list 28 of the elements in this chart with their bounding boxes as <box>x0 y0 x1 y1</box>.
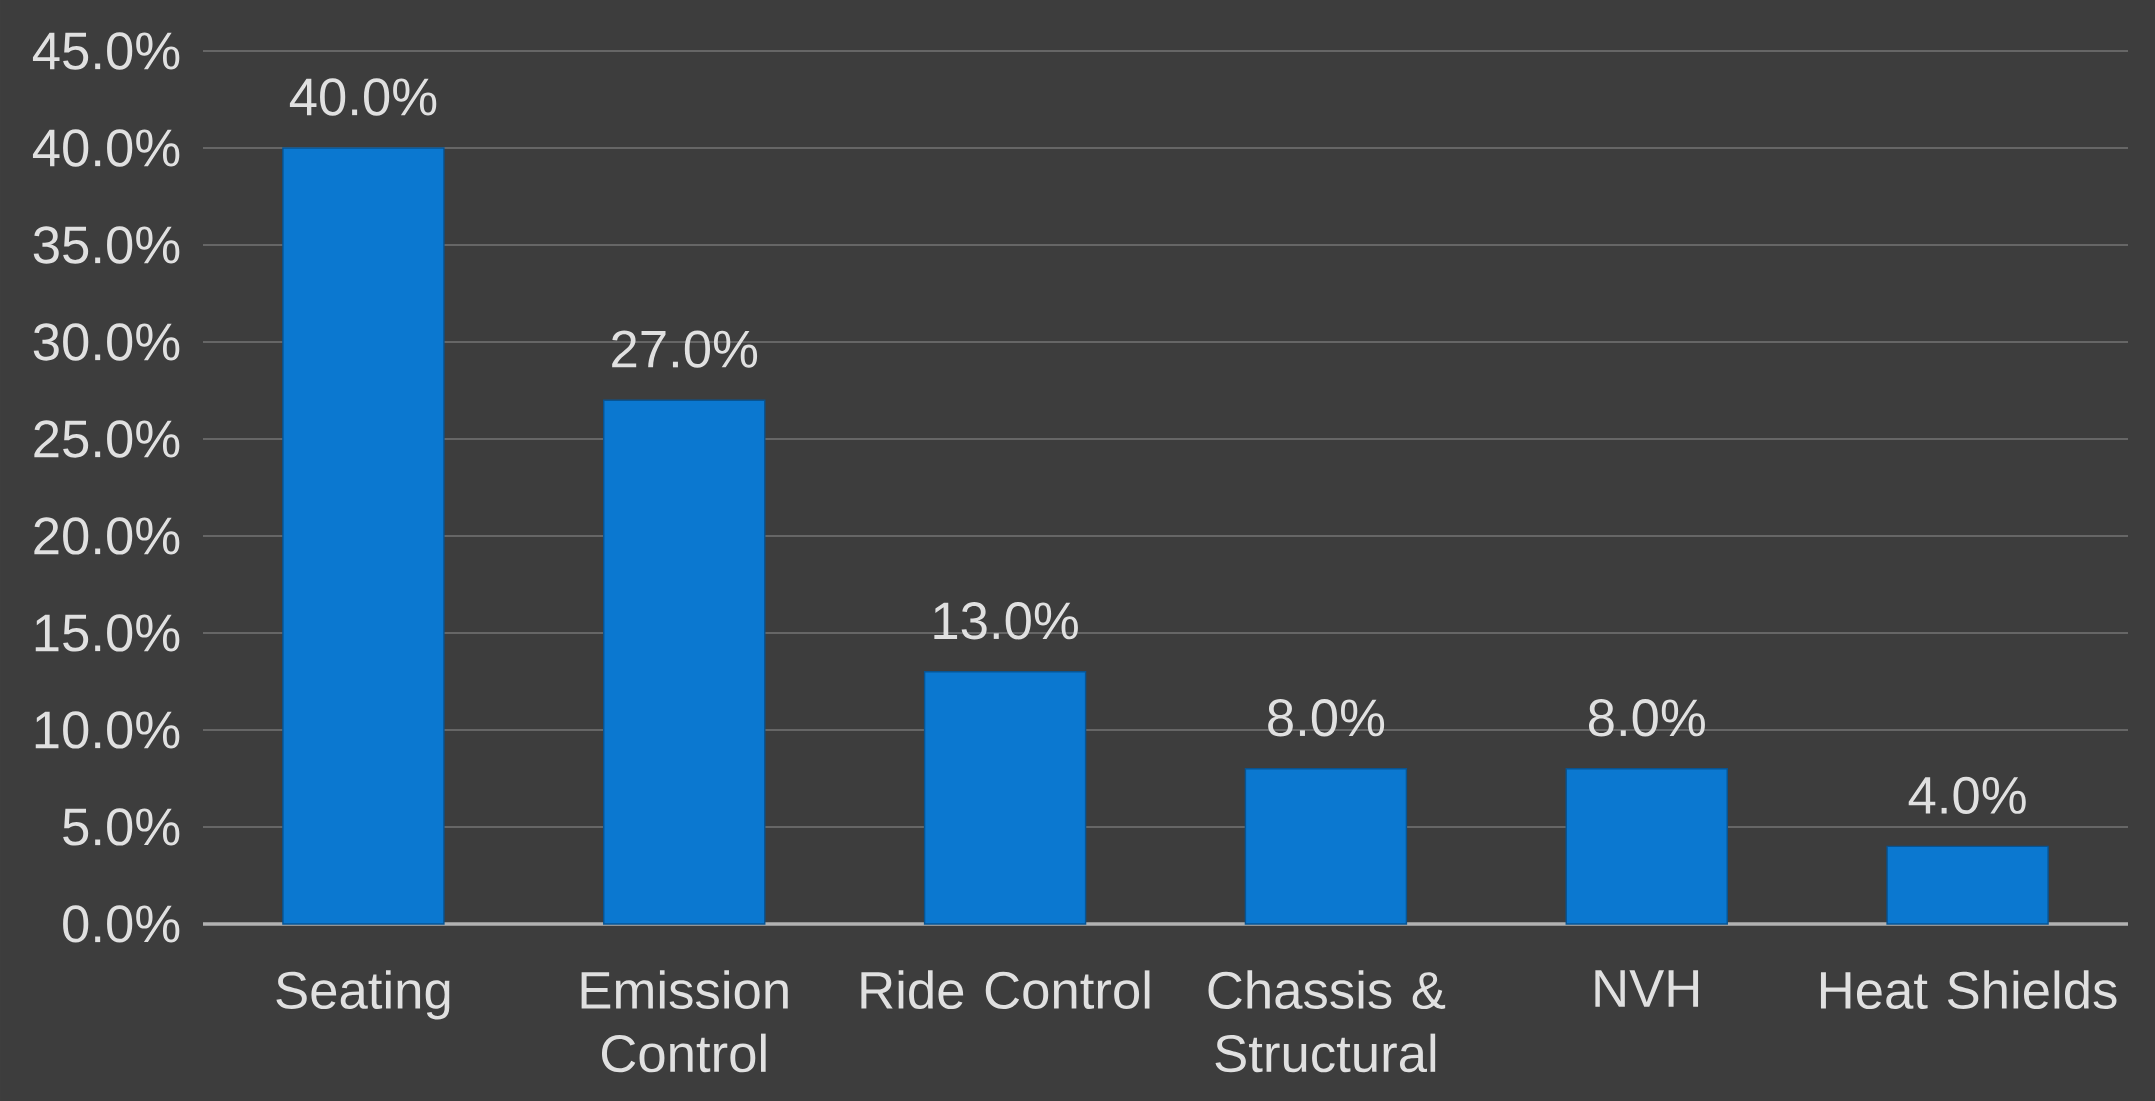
y-tick-label: 0.0% <box>63 905 180 943</box>
bar <box>1244 768 1408 925</box>
data-label: 27.0% <box>612 330 758 368</box>
x-tick-label: Chassis & Structural <box>1208 970 1446 1073</box>
y-tick-label: 40.0% <box>32 129 180 167</box>
y-tick-label: 10.0% <box>35 711 180 749</box>
data-label: 4.0% <box>1908 776 2026 815</box>
data-label: 13.0% <box>934 602 1078 640</box>
y-tick-label: 25.0% <box>34 420 180 458</box>
data-label: 8.0% <box>1588 699 1705 737</box>
x-tick-label: Seating <box>276 970 450 1020</box>
bar <box>1886 845 2049 925</box>
x-tick-label: Ride Control <box>861 970 1150 1010</box>
y-tick-label: 5.0% <box>63 808 180 846</box>
y-tick-label: 15.0% <box>35 614 180 652</box>
y-tick-label: 35.0% <box>33 226 180 264</box>
data-label: 40.0% <box>289 78 437 116</box>
y-tick-label: 20.0% <box>34 517 180 555</box>
x-tick-label: NVH <box>1595 970 1699 1007</box>
bar <box>923 671 1087 925</box>
bar <box>603 399 766 925</box>
y-tick-label: 45.0% <box>32 32 180 70</box>
x-tick-label: Heat Shields <box>1820 970 2117 1010</box>
bar <box>282 147 445 925</box>
data-label: 8.0% <box>1268 699 1385 737</box>
y-tick-label: 30.0% <box>33 323 180 361</box>
bar <box>1565 768 1728 925</box>
x-tick-label: Emission Control <box>581 970 788 1073</box>
